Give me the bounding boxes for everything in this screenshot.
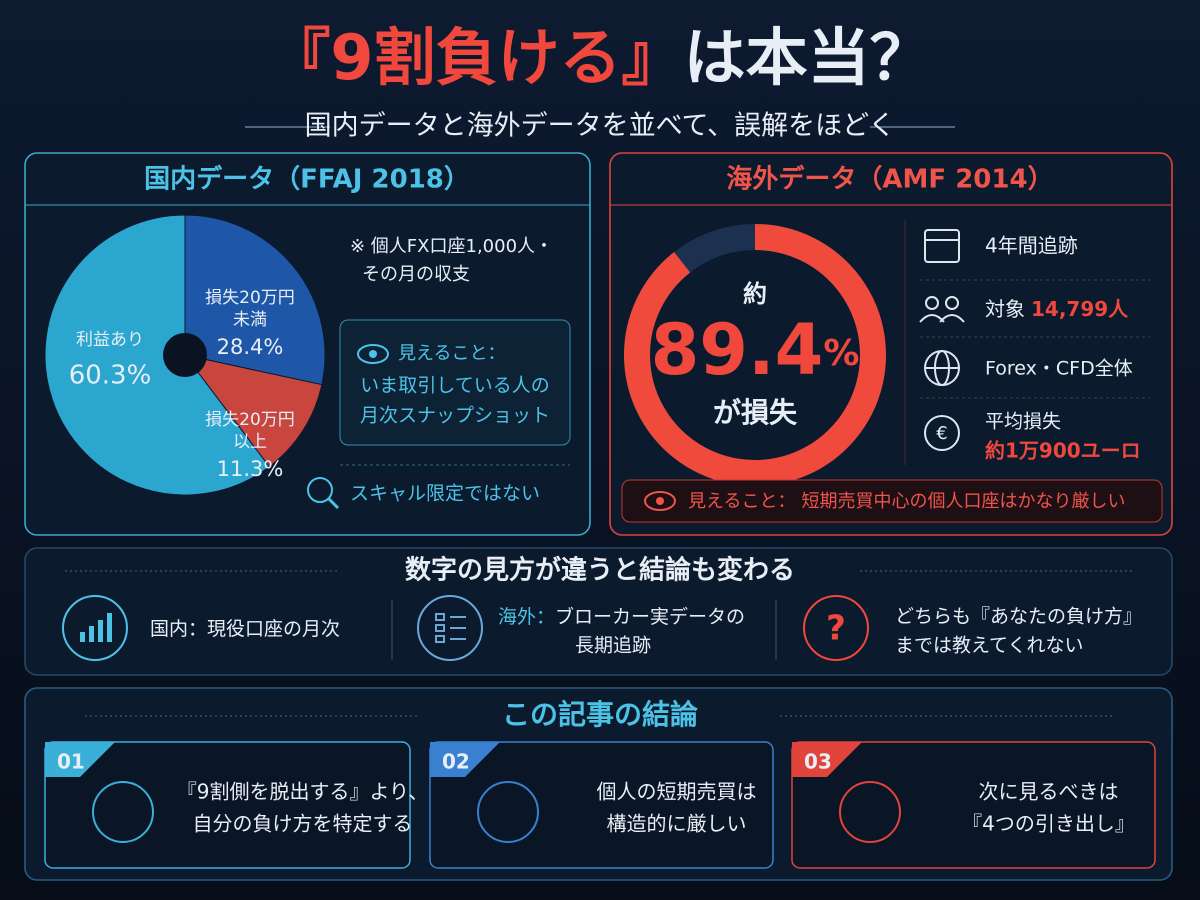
visible-text: いま取引している人の — [360, 375, 549, 397]
subtitle: 国内データと海外データを並べて、誤解をほどく — [305, 111, 896, 142]
question-icon — [803, 595, 869, 661]
fact-icons — [919, 229, 965, 451]
card-text: 個人の短期売買は — [597, 780, 757, 804]
compare-text: 長期追跡 — [575, 635, 651, 657]
pie-label: 損失20万円 — [205, 288, 295, 308]
card-corner — [45, 742, 115, 777]
title-highlight: 『9割負ける』 — [268, 21, 683, 94]
search-icon — [327, 497, 340, 510]
card-text: 次に見るべきは — [979, 780, 1119, 804]
pie-label: 以上 — [233, 432, 267, 452]
visible-label: 見えること： — [398, 343, 505, 364]
compare-label: 海外： — [498, 606, 555, 628]
fact: 対象 14,799人 — [985, 297, 1129, 321]
card-text: 『4つの引き出し』 — [962, 812, 1135, 836]
donut-unit: % — [823, 333, 859, 374]
cards: 01 『9割側を脱出する』より、自分の負け方を特定する 02 個人の短期売買は構造的に… — [44, 741, 1156, 869]
donut-prefix: 約 — [743, 280, 767, 308]
pie-hole — [163, 333, 207, 377]
compare-text: までは教えてくれない — [895, 635, 1083, 657]
chart-icon — [80, 613, 112, 642]
fact-value: 約1万900ユーロ — [985, 439, 1141, 463]
card-icon — [839, 781, 901, 843]
note: その月の収支 — [362, 264, 470, 285]
eye-icon — [644, 491, 676, 511]
compare-text: どちらも『あなたの負け方』 — [895, 606, 1142, 628]
panel-heading: 海外データ（AMF 2014） — [726, 164, 1053, 195]
pie-slice — [44, 214, 271, 496]
note: ※ 個人FX口座1,000人・ — [350, 236, 553, 257]
panel-heading: 国内データ（FFAJ 2018） — [144, 164, 470, 195]
fact-label: 平均損失 — [985, 411, 1061, 433]
pie-label: 利益あり — [76, 330, 144, 350]
visible-text: 見えること： 短期売買中心の個人口座はかなり厳しい — [688, 491, 1125, 512]
fact-label: 対象 — [985, 297, 1025, 321]
chart-icon — [62, 595, 128, 661]
pie-value-label: 28.4% — [217, 335, 284, 359]
visible-box — [339, 319, 571, 446]
fact-value: 14,799人 — [1031, 297, 1129, 321]
section-title: 数字の見方が違うと結論も変わる — [405, 555, 795, 586]
card-text: 自分の負け方を特定する — [193, 812, 413, 836]
card — [791, 741, 1156, 869]
pie-label: 損失20万円 — [205, 410, 295, 430]
list-icon — [417, 595, 483, 661]
eye-icon — [369, 350, 377, 358]
pie-slice — [184, 214, 326, 386]
compare-item: 国内：現役口座の月次 — [150, 618, 340, 640]
pie-slice — [183, 354, 323, 468]
card-number: 01 — [57, 750, 85, 774]
eye-icon — [656, 497, 664, 505]
card — [44, 741, 411, 869]
card-text: 構造的に厳しい — [607, 812, 747, 836]
card-number: 02 — [442, 750, 470, 774]
section-title: この記事の結論 — [502, 698, 699, 731]
visible-body: 短期売買中心の個人口座はかなり厳しい — [801, 491, 1125, 512]
compare-label: 国内： — [150, 618, 207, 640]
compare-text: 現役口座の月次 — [207, 618, 340, 640]
compare-text: ブローカー実データの — [555, 605, 745, 628]
donut-value-text: 89.4% — [651, 309, 860, 391]
title: 『9割負ける』は本当？ — [268, 21, 931, 94]
visible-label: 見えること： — [688, 491, 795, 512]
donut-arc — [624, 224, 886, 486]
card-corner — [430, 742, 500, 777]
donut-suffix: が損失 — [713, 396, 798, 429]
pie-value-label: 60.3% — [69, 361, 152, 391]
visible-text: 月次スナップショット — [360, 405, 550, 427]
card — [429, 741, 774, 869]
donut-value: 89.4 — [651, 309, 824, 391]
card-number: 03 — [804, 750, 832, 774]
fact-label: 4年間追跡 — [985, 234, 1078, 258]
euro-icon: € — [936, 423, 947, 444]
card-icon — [477, 781, 539, 843]
donut-chart — [624, 224, 886, 486]
compare-panel — [24, 547, 1173, 676]
compare-item: 海外：ブローカー実データの — [498, 605, 745, 628]
list-icon — [435, 613, 466, 643]
search-icon — [307, 477, 333, 503]
question-icon: ? — [826, 609, 846, 649]
card-icon — [92, 781, 154, 843]
fact-label: Forex・CFD全体 — [985, 358, 1133, 380]
pie-value-label: 11.3% — [217, 457, 284, 481]
pie-label: 未満 — [233, 310, 267, 330]
eye-icon — [357, 344, 389, 364]
title-rest: は本当？ — [684, 21, 932, 94]
scalp-note: スキャル限定ではない — [350, 483, 540, 505]
card-corner — [792, 742, 862, 777]
visible-box — [621, 479, 1163, 523]
card-text: 『9割側を脱出する』より、 — [177, 780, 429, 804]
